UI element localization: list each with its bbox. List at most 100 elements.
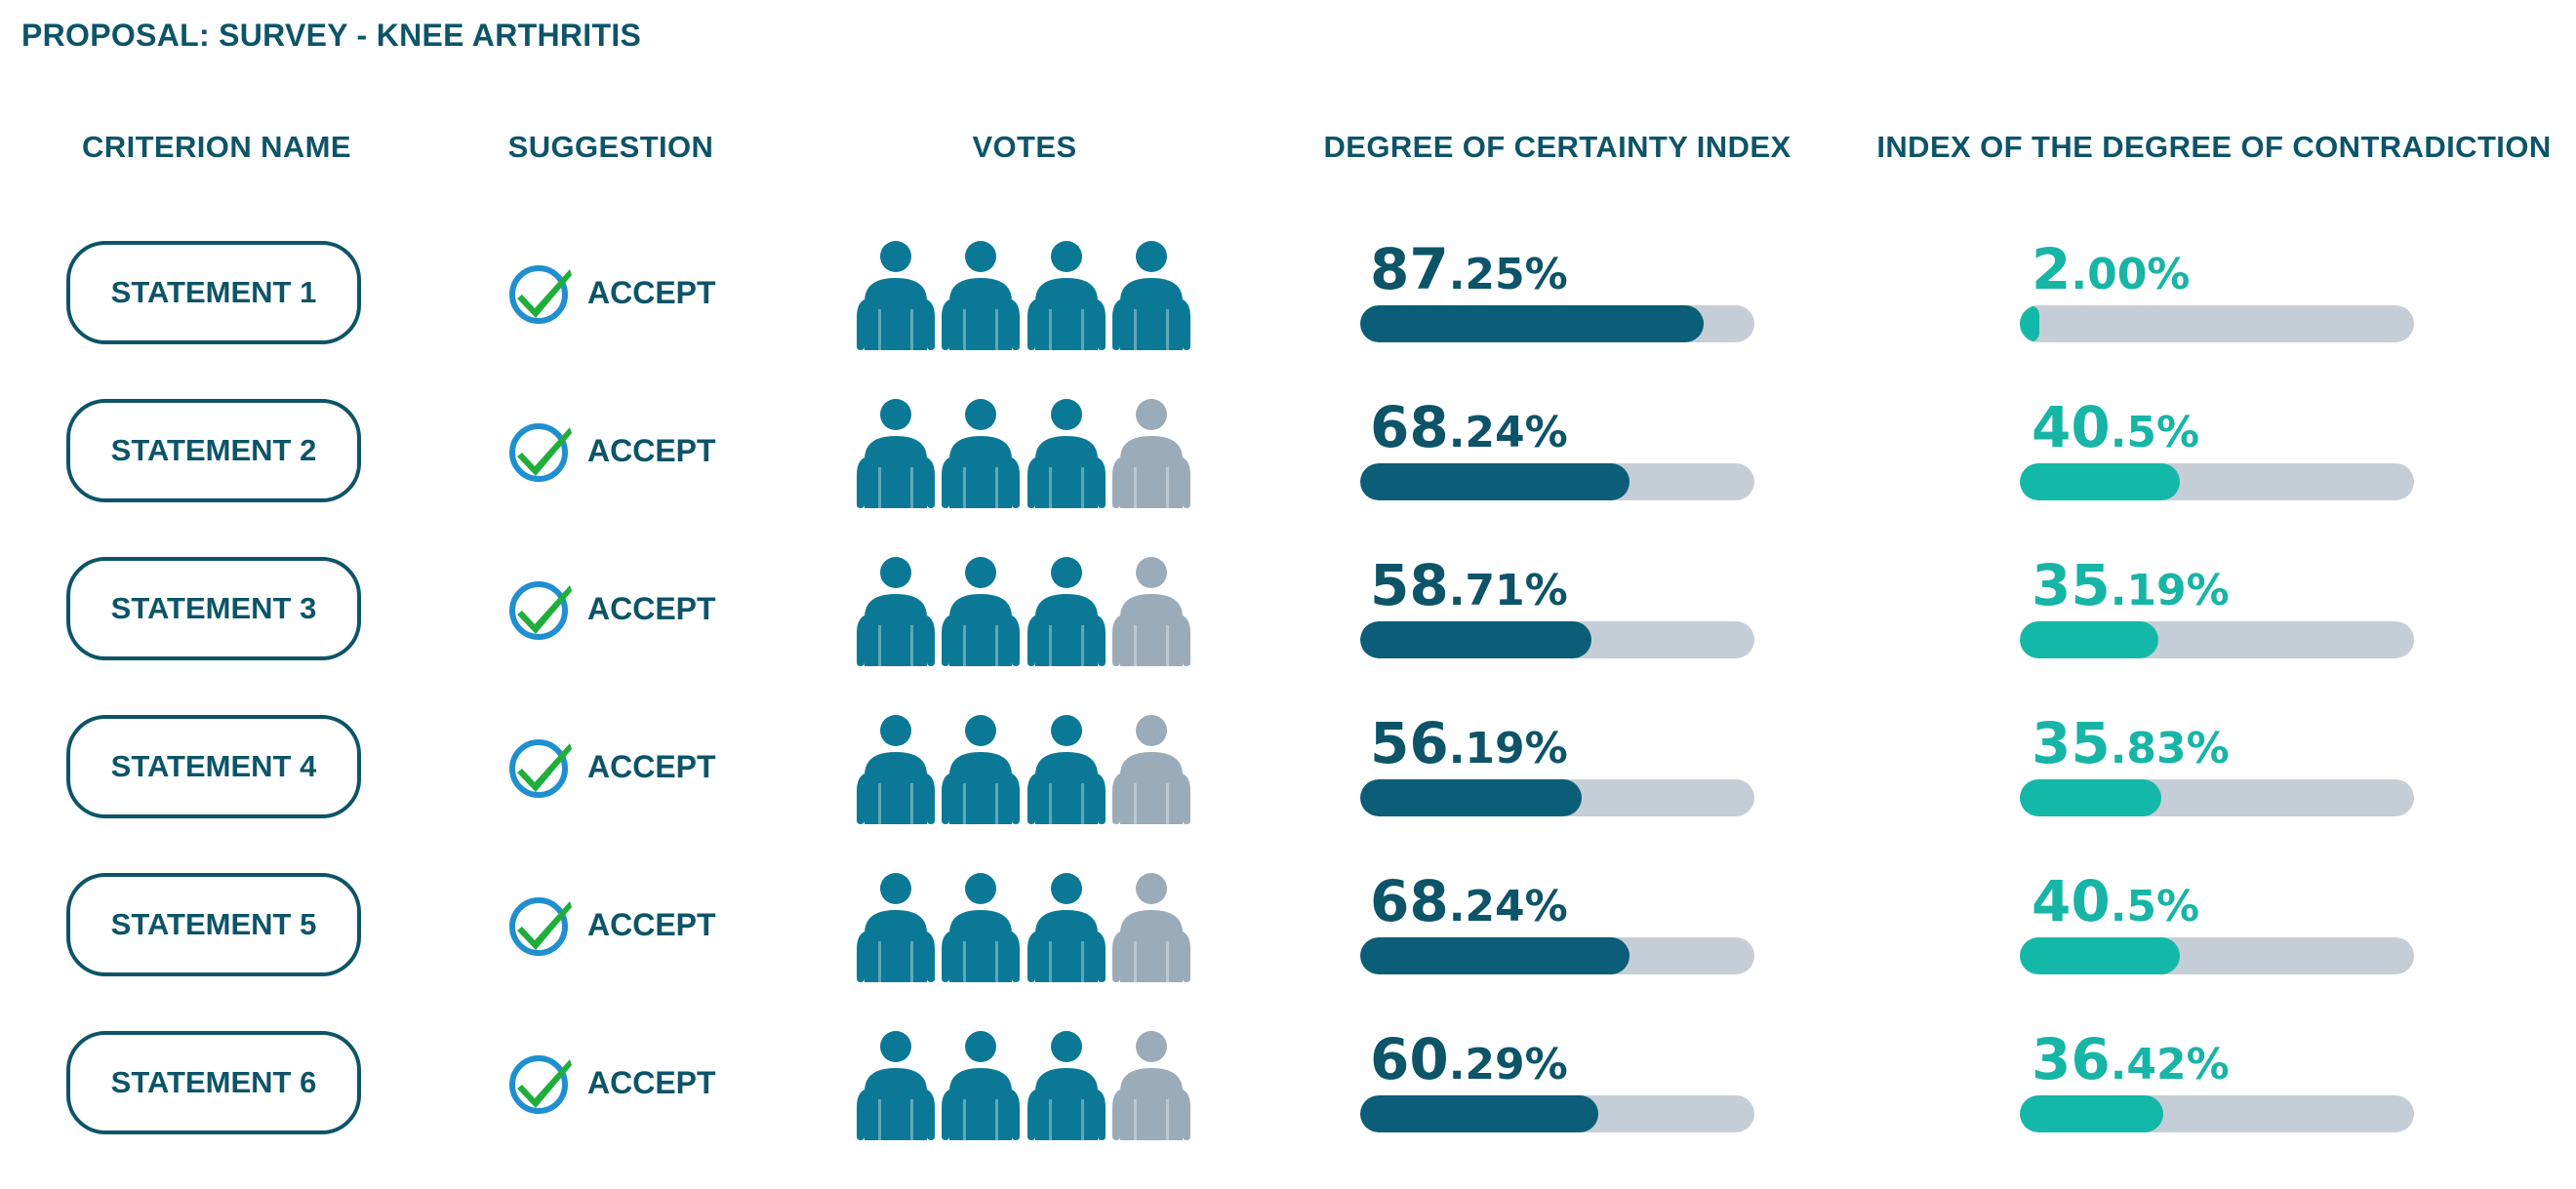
contradiction-percent: 2.00%: [2032, 241, 2190, 297]
contradiction-bar-fill: [2020, 621, 2159, 658]
certainty-bar-track: [1360, 1095, 1754, 1132]
contradiction-bar-fill: [2020, 463, 2180, 500]
header-votes: VOTES: [972, 130, 1077, 164]
table-row: STATEMENT 5 ACCEPT 68.24% 40.5%: [0, 873, 2576, 1031]
header-contradiction-index: INDEX OF THE DEGREE OF CONTRADICTION: [1876, 130, 2552, 164]
person-icon-vote-for: [857, 241, 935, 350]
certainty-percent: 68.24%: [1370, 873, 1568, 930]
person-icon-vote-for: [857, 399, 935, 508]
certainty-integer: 68: [1370, 394, 1449, 460]
check-circle-icon: [509, 265, 572, 324]
contradiction-bar-track: [2020, 779, 2414, 816]
suggestion-label: ACCEPT: [587, 274, 716, 310]
statement-label: STATEMENT 1: [66, 241, 361, 344]
certainty-percent: 68.24%: [1370, 399, 1568, 456]
certainty-bar-fill: [1360, 305, 1705, 342]
contradiction-decimal: .42%: [2110, 1040, 2230, 1090]
contradiction-percent: 36.42%: [2032, 1031, 2230, 1088]
contradiction-percent: 40.5%: [2032, 873, 2199, 930]
contradiction-integer: 40: [2032, 394, 2111, 460]
suggestion-label: ACCEPT: [587, 1064, 716, 1100]
statement-label: STATEMENT 2: [66, 399, 361, 502]
contradiction-integer: 35: [2032, 552, 2111, 618]
suggestion-cell: ACCEPT: [507, 576, 716, 641]
contradiction-bar-fill: [2020, 1095, 2164, 1132]
contradiction-integer: 36: [2032, 1026, 2111, 1092]
certainty-bar-track: [1360, 305, 1754, 342]
certainty-decimal: .71%: [1448, 566, 1568, 615]
suggestion-label: ACCEPT: [587, 432, 716, 468]
suggestion-cell: ACCEPT: [507, 260, 716, 325]
contradiction-integer: 35: [2032, 710, 2111, 776]
table-row: STATEMENT 1 ACCEPT 87.25% 2.00%: [0, 241, 2576, 399]
certainty-percent: 58.71%: [1370, 557, 1568, 614]
votes-cell: [855, 873, 1192, 982]
person-icon-vote-for: [1026, 873, 1106, 982]
header-suggestion: SUGGESTION: [507, 130, 714, 164]
contradiction-decimal: .5%: [2110, 882, 2200, 931]
contradiction-integer: 2: [2032, 236, 2072, 302]
votes-cell: [855, 1031, 1192, 1140]
contradiction-decimal: .5%: [2110, 408, 2200, 457]
person-icon-vote-for: [1026, 715, 1106, 824]
suggestion-cell: ACCEPT: [507, 734, 716, 799]
suggestion-label: ACCEPT: [587, 590, 716, 626]
certainty-percent: 60.29%: [1370, 1031, 1568, 1088]
contradiction-bar-track: [2020, 463, 2414, 500]
certainty-bar-track: [1360, 937, 1754, 974]
person-icon-vote-against: [1111, 399, 1190, 508]
certainty-decimal: .19%: [1448, 724, 1568, 773]
certainty-bar-fill: [1360, 937, 1630, 974]
table-row: STATEMENT 4 ACCEPT 56.19% 35.83%: [0, 715, 2576, 873]
contradiction-bar-track: [2020, 1095, 2414, 1132]
person-icon-vote-for: [942, 399, 1021, 508]
certainty-integer: 60: [1370, 1026, 1449, 1092]
table-row: STATEMENT 3 ACCEPT 58.71% 35.19%: [0, 557, 2576, 715]
suggestion-cell: ACCEPT: [507, 1050, 716, 1115]
certainty-bar-fill: [1360, 621, 1592, 658]
person-icon-vote-for: [942, 873, 1021, 982]
statement-label: STATEMENT 6: [66, 1031, 361, 1134]
person-icon-vote-for: [942, 1031, 1021, 1140]
header-certainty-index: DEGREE OF CERTAINTY INDEX: [1323, 130, 1791, 164]
certainty-decimal: .24%: [1448, 408, 1568, 457]
contradiction-bar-fill: [2020, 779, 2161, 816]
check-circle-icon: [509, 739, 572, 798]
check-circle-icon: [509, 897, 572, 956]
certainty-integer: 56: [1370, 710, 1449, 776]
certainty-integer: 58: [1370, 552, 1449, 618]
contradiction-bar-fill: [2020, 305, 2040, 342]
certainty-bar-fill: [1360, 463, 1630, 500]
person-icon-vote-for: [1026, 557, 1106, 666]
check-circle-icon: [509, 423, 572, 482]
votes-cell: [855, 715, 1192, 824]
check-circle-icon: [509, 581, 572, 640]
certainty-bar-track: [1360, 621, 1754, 658]
check-circle-icon: [509, 1055, 572, 1114]
person-icon-vote-for: [1026, 1031, 1106, 1140]
certainty-integer: 68: [1370, 868, 1449, 934]
certainty-decimal: .24%: [1448, 882, 1568, 931]
person-icon-vote-against: [1111, 557, 1190, 666]
suggestion-cell: ACCEPT: [507, 418, 716, 483]
header-criterion-name: CRITERION NAME: [82, 130, 351, 164]
person-icon-vote-for: [1026, 241, 1106, 350]
certainty-integer: 87: [1370, 236, 1449, 302]
person-icon-vote-for: [942, 241, 1021, 350]
certainty-bar-fill: [1360, 779, 1582, 816]
table-row: STATEMENT 2 ACCEPT 68.24% 40.5%: [0, 399, 2576, 557]
votes-cell: [855, 241, 1192, 350]
person-icon-vote-against: [1111, 715, 1190, 824]
certainty-percent: 56.19%: [1370, 715, 1568, 772]
contradiction-percent: 35.83%: [2032, 715, 2230, 772]
contradiction-bar-track: [2020, 621, 2414, 658]
statement-label: STATEMENT 4: [66, 715, 361, 818]
statement-label: STATEMENT 3: [66, 557, 361, 660]
votes-cell: [855, 399, 1192, 508]
table-row: STATEMENT 6 ACCEPT 60.29% 36.42%: [0, 1031, 2576, 1189]
certainty-bar-track: [1360, 779, 1754, 816]
votes-cell: [855, 557, 1192, 666]
contradiction-decimal: .83%: [2110, 724, 2230, 773]
certainty-bar-fill: [1360, 1095, 1598, 1132]
person-icon-vote-for: [1111, 241, 1190, 350]
